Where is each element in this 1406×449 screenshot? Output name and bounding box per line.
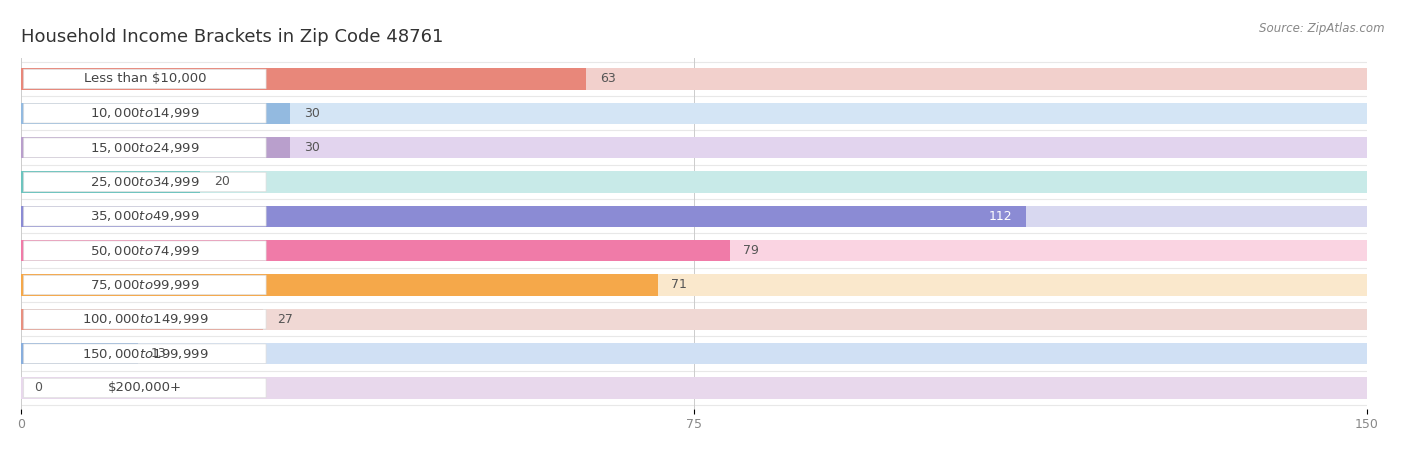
Bar: [21, 343, 1367, 364]
Text: $10,000 to $14,999: $10,000 to $14,999: [90, 106, 200, 120]
Text: $100,000 to $149,999: $100,000 to $149,999: [82, 313, 208, 326]
FancyBboxPatch shape: [24, 241, 266, 260]
Text: 63: 63: [600, 72, 616, 85]
Text: 79: 79: [744, 244, 759, 257]
Bar: [21, 274, 658, 295]
Text: Source: ZipAtlas.com: Source: ZipAtlas.com: [1260, 22, 1385, 35]
Text: $25,000 to $34,999: $25,000 to $34,999: [90, 175, 200, 189]
Text: Household Income Brackets in Zip Code 48761: Household Income Brackets in Zip Code 48…: [21, 28, 443, 46]
Text: 71: 71: [672, 278, 688, 291]
FancyBboxPatch shape: [24, 344, 266, 363]
Bar: [21, 240, 1367, 261]
Bar: [21, 137, 1367, 158]
Bar: [21, 240, 730, 261]
Text: Less than $10,000: Less than $10,000: [83, 72, 207, 85]
Text: $150,000 to $199,999: $150,000 to $199,999: [82, 347, 208, 361]
Bar: [21, 172, 1367, 193]
Text: $75,000 to $99,999: $75,000 to $99,999: [90, 278, 200, 292]
Bar: [21, 206, 1367, 227]
Bar: [21, 103, 290, 124]
FancyBboxPatch shape: [24, 275, 266, 295]
FancyBboxPatch shape: [24, 207, 266, 226]
Bar: [21, 206, 1026, 227]
Text: 30: 30: [304, 107, 319, 120]
Bar: [21, 308, 263, 330]
Text: 20: 20: [214, 176, 229, 189]
FancyBboxPatch shape: [24, 138, 266, 157]
Bar: [21, 103, 1367, 124]
FancyBboxPatch shape: [24, 69, 266, 89]
Text: $200,000+: $200,000+: [108, 382, 181, 395]
Bar: [21, 377, 1367, 399]
Text: 27: 27: [277, 313, 292, 326]
FancyBboxPatch shape: [24, 310, 266, 329]
Text: $50,000 to $74,999: $50,000 to $74,999: [90, 244, 200, 258]
Text: 112: 112: [988, 210, 1012, 223]
FancyBboxPatch shape: [24, 104, 266, 123]
Bar: [21, 172, 201, 193]
Bar: [21, 308, 1367, 330]
Text: $35,000 to $49,999: $35,000 to $49,999: [90, 209, 200, 223]
FancyBboxPatch shape: [24, 378, 266, 398]
Bar: [21, 68, 1367, 90]
Bar: [21, 274, 1367, 295]
Text: 0: 0: [35, 382, 42, 395]
Bar: [21, 68, 586, 90]
Bar: [21, 137, 290, 158]
FancyBboxPatch shape: [24, 172, 266, 192]
Text: $15,000 to $24,999: $15,000 to $24,999: [90, 141, 200, 154]
Text: 30: 30: [304, 141, 319, 154]
Text: 13: 13: [152, 347, 167, 360]
Bar: [21, 343, 138, 364]
